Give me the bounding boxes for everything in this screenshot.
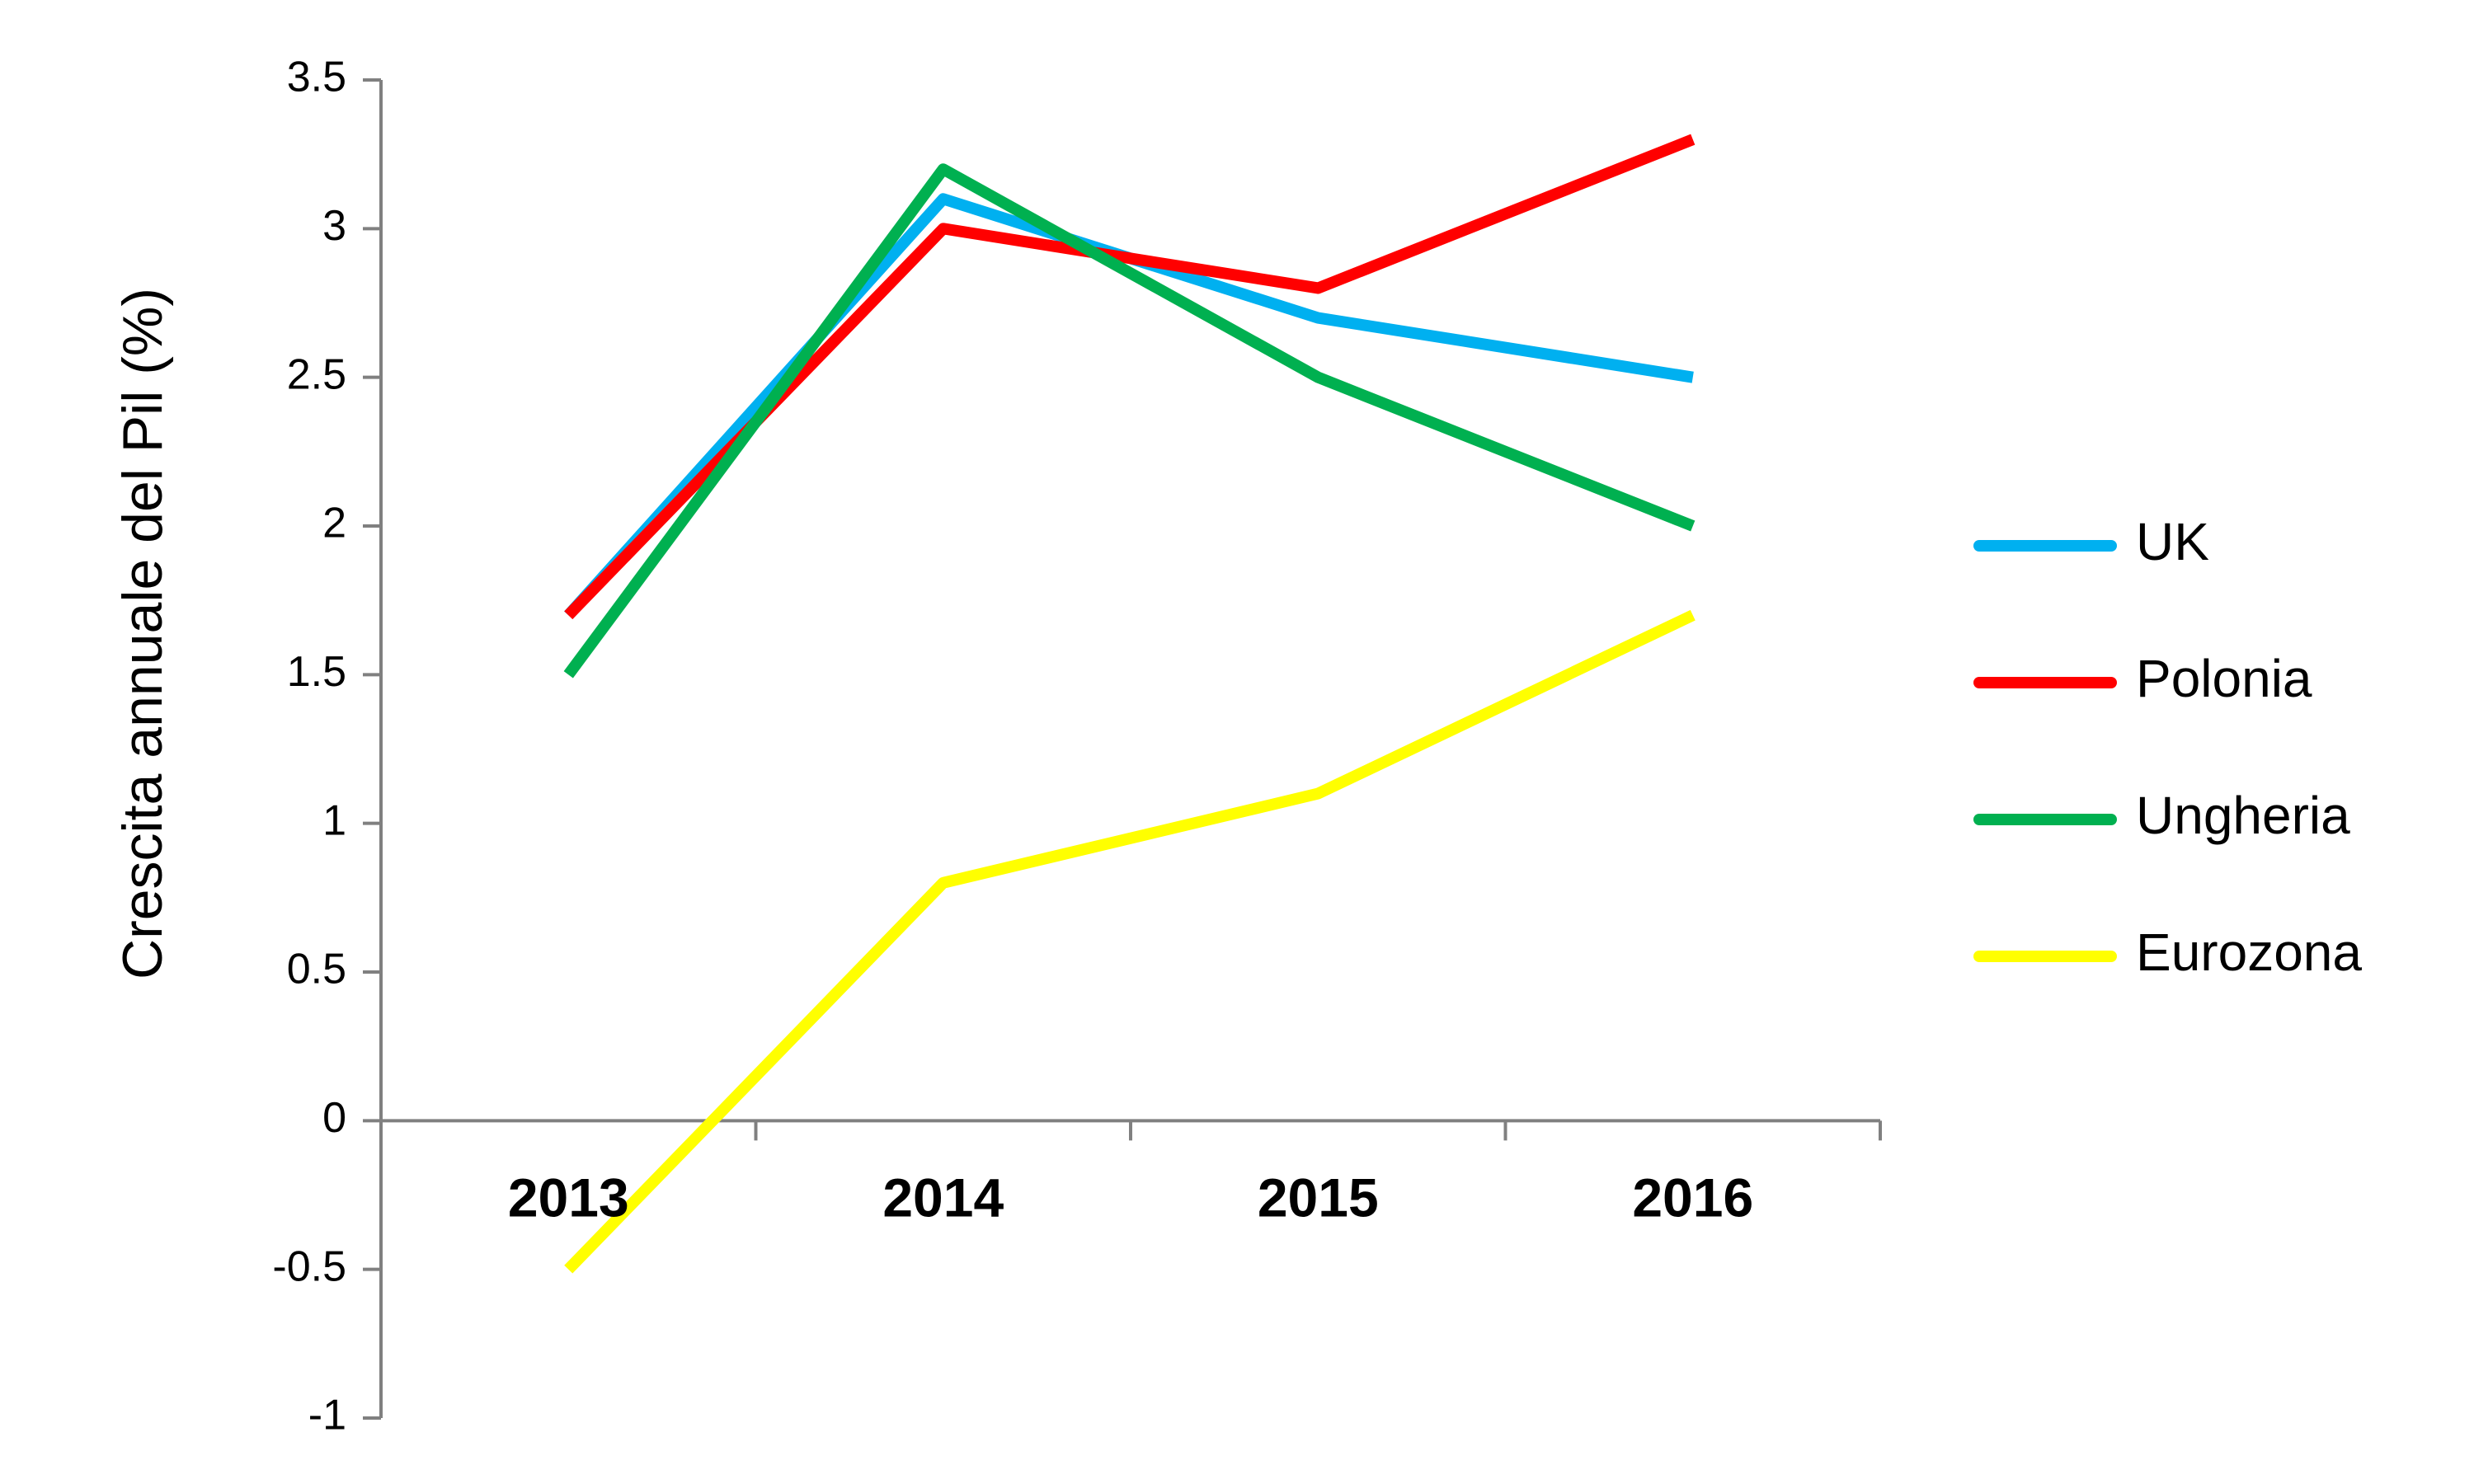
x-category-label: 2016	[1632, 1167, 1753, 1228]
series-line-ungheria	[563, 163, 1696, 679]
x-category-label: 2015	[1258, 1167, 1379, 1228]
y-tick-label: 0	[322, 1094, 346, 1142]
legend-label: Ungheria	[2136, 786, 2350, 845]
legend-label: Eurozona	[2136, 923, 2362, 982]
legend: UK Polonia Ungheria Eurozona	[1973, 512, 2362, 982]
legend-item-polonia: Polonia	[1973, 649, 2312, 708]
series-line-eurozona	[564, 609, 1696, 1274]
x-category-label: 2014	[882, 1167, 1004, 1228]
y-tick-label: -0.5	[272, 1242, 346, 1290]
legend-label: UK	[2136, 512, 2209, 571]
y-tick-label: 0.5	[287, 946, 346, 993]
legend-item-ungheria: Ungheria	[1973, 786, 2350, 845]
y-tick-label: 2.5	[287, 350, 346, 398]
axis-labels: 3.5 3 2.5 2 1.5 1 0.5 0 -0.5 -1 2013 2014 2015 2016 Cr…	[111, 54, 1753, 1439]
y-tick-label: 3	[322, 202, 346, 250]
y-tick-label: 1.5	[287, 648, 346, 696]
x-category-label: 2013	[508, 1167, 629, 1228]
legend-item-eurozona: Eurozona	[1973, 923, 2362, 982]
y-tick-label: -1	[308, 1392, 346, 1439]
y-tick-label: 3.5	[287, 54, 346, 101]
series-line-polonia	[564, 134, 1696, 620]
axes	[363, 78, 1882, 1420]
legend-item-uk: UK	[1973, 512, 2209, 571]
y-tick-label: 2	[322, 500, 346, 547]
y-axis-title: Crescita annuale del Pil (%)	[111, 288, 174, 979]
y-tick-label: 1	[322, 796, 346, 844]
series-lines	[563, 134, 1696, 1274]
legend-label: Polonia	[2136, 649, 2312, 708]
